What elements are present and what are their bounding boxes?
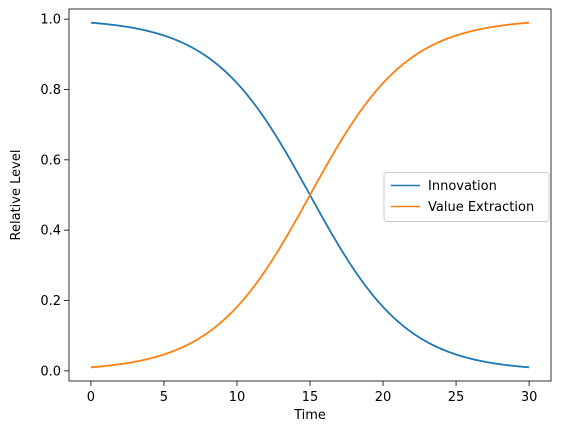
x-tick-label: 20 <box>375 390 392 405</box>
x-axis-label: Time <box>293 408 326 423</box>
plot-lines <box>90 21 530 369</box>
x-tick-label: 0 <box>87 390 95 405</box>
legend-label-value-extraction: Value Extraction <box>428 200 534 215</box>
y-tick-label: 0.8 <box>40 83 61 98</box>
y-axis-label: Relative Level <box>9 150 24 241</box>
y-axis-ticks: 0.0 0.2 0.4 0.6 0.8 1.0 <box>40 13 69 379</box>
x-tick-label: 15 <box>302 390 319 405</box>
x-tick-label: 10 <box>229 390 246 405</box>
x-axis-ticks: 0 5 10 15 20 25 30 <box>87 381 538 405</box>
legend: Innovation Value Extraction <box>383 172 550 222</box>
y-tick-label: 0.6 <box>40 153 61 168</box>
series-line-value-extraction <box>90 21 530 369</box>
y-tick-label: 0.4 <box>40 224 61 239</box>
y-tick-label: 1.0 <box>40 13 61 28</box>
y-tick-label: 0.2 <box>40 294 61 309</box>
x-tick-label: 30 <box>521 390 538 405</box>
legend-label-innovation: Innovation <box>428 179 497 194</box>
y-tick-label: 0.0 <box>40 364 61 379</box>
x-tick-label: 5 <box>160 390 168 405</box>
x-tick-label: 25 <box>448 390 465 405</box>
legend-box <box>383 172 550 222</box>
